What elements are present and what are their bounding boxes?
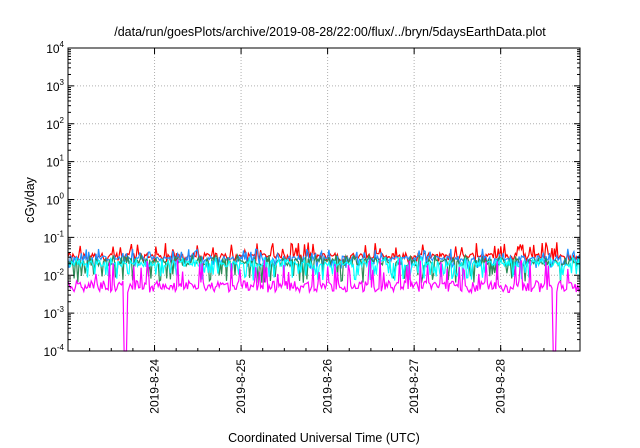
y-tick-label: 10-3 [44, 305, 65, 321]
x-tick-label: 2019-8-24 [148, 359, 162, 414]
x-axis-title: Coordinated Universal Time (UTC) [228, 431, 420, 445]
y-tick-label: 100 [46, 192, 64, 208]
y-axis: 10-4 10-3 10-2 10-1 100 101 102 103 104 [44, 40, 580, 359]
grid [68, 48, 580, 351]
y-axis-title: cGy/day [23, 176, 37, 223]
y-tick-label: 101 [46, 154, 64, 170]
y-tick-label: 10-1 [44, 229, 65, 245]
series-line-4 [67, 258, 581, 352]
x-tick-label: 2019-8-26 [321, 359, 335, 414]
x-tick-label: 2019-8-28 [494, 359, 508, 414]
y-tick-label: 103 [46, 78, 64, 94]
series-group [67, 242, 581, 352]
y-tick-label: 104 [46, 40, 64, 56]
y-tick-label: 10-4 [44, 343, 65, 359]
x-tick-label: 2019-8-25 [234, 359, 248, 414]
x-axis: 2019-8-24 2019-8-25 2019-8-26 2019-8-27 2019… [67, 48, 567, 414]
chart-title: /data/run/goesPlots/archive/2019-08-28/2… [114, 25, 546, 39]
x-tick-label: 2019-8-27 [407, 359, 421, 414]
y-tick-label: 10-2 [44, 267, 65, 283]
series-line-1 [67, 248, 581, 271]
series-line-3 [67, 255, 581, 281]
y-tick-label: 102 [46, 116, 64, 132]
series-line-2 [67, 252, 581, 283]
